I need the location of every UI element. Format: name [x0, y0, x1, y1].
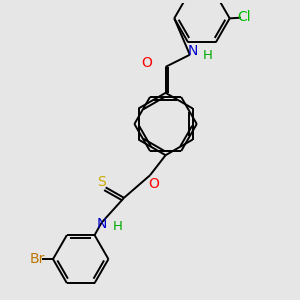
Text: N: N [188, 44, 198, 58]
Text: N: N [96, 218, 107, 232]
Text: H: H [203, 49, 213, 62]
Text: Cl: Cl [237, 10, 251, 24]
Text: H: H [113, 220, 123, 233]
Text: Br: Br [30, 252, 45, 266]
Text: O: O [149, 177, 160, 191]
Text: S: S [97, 175, 106, 189]
Text: O: O [141, 56, 152, 70]
